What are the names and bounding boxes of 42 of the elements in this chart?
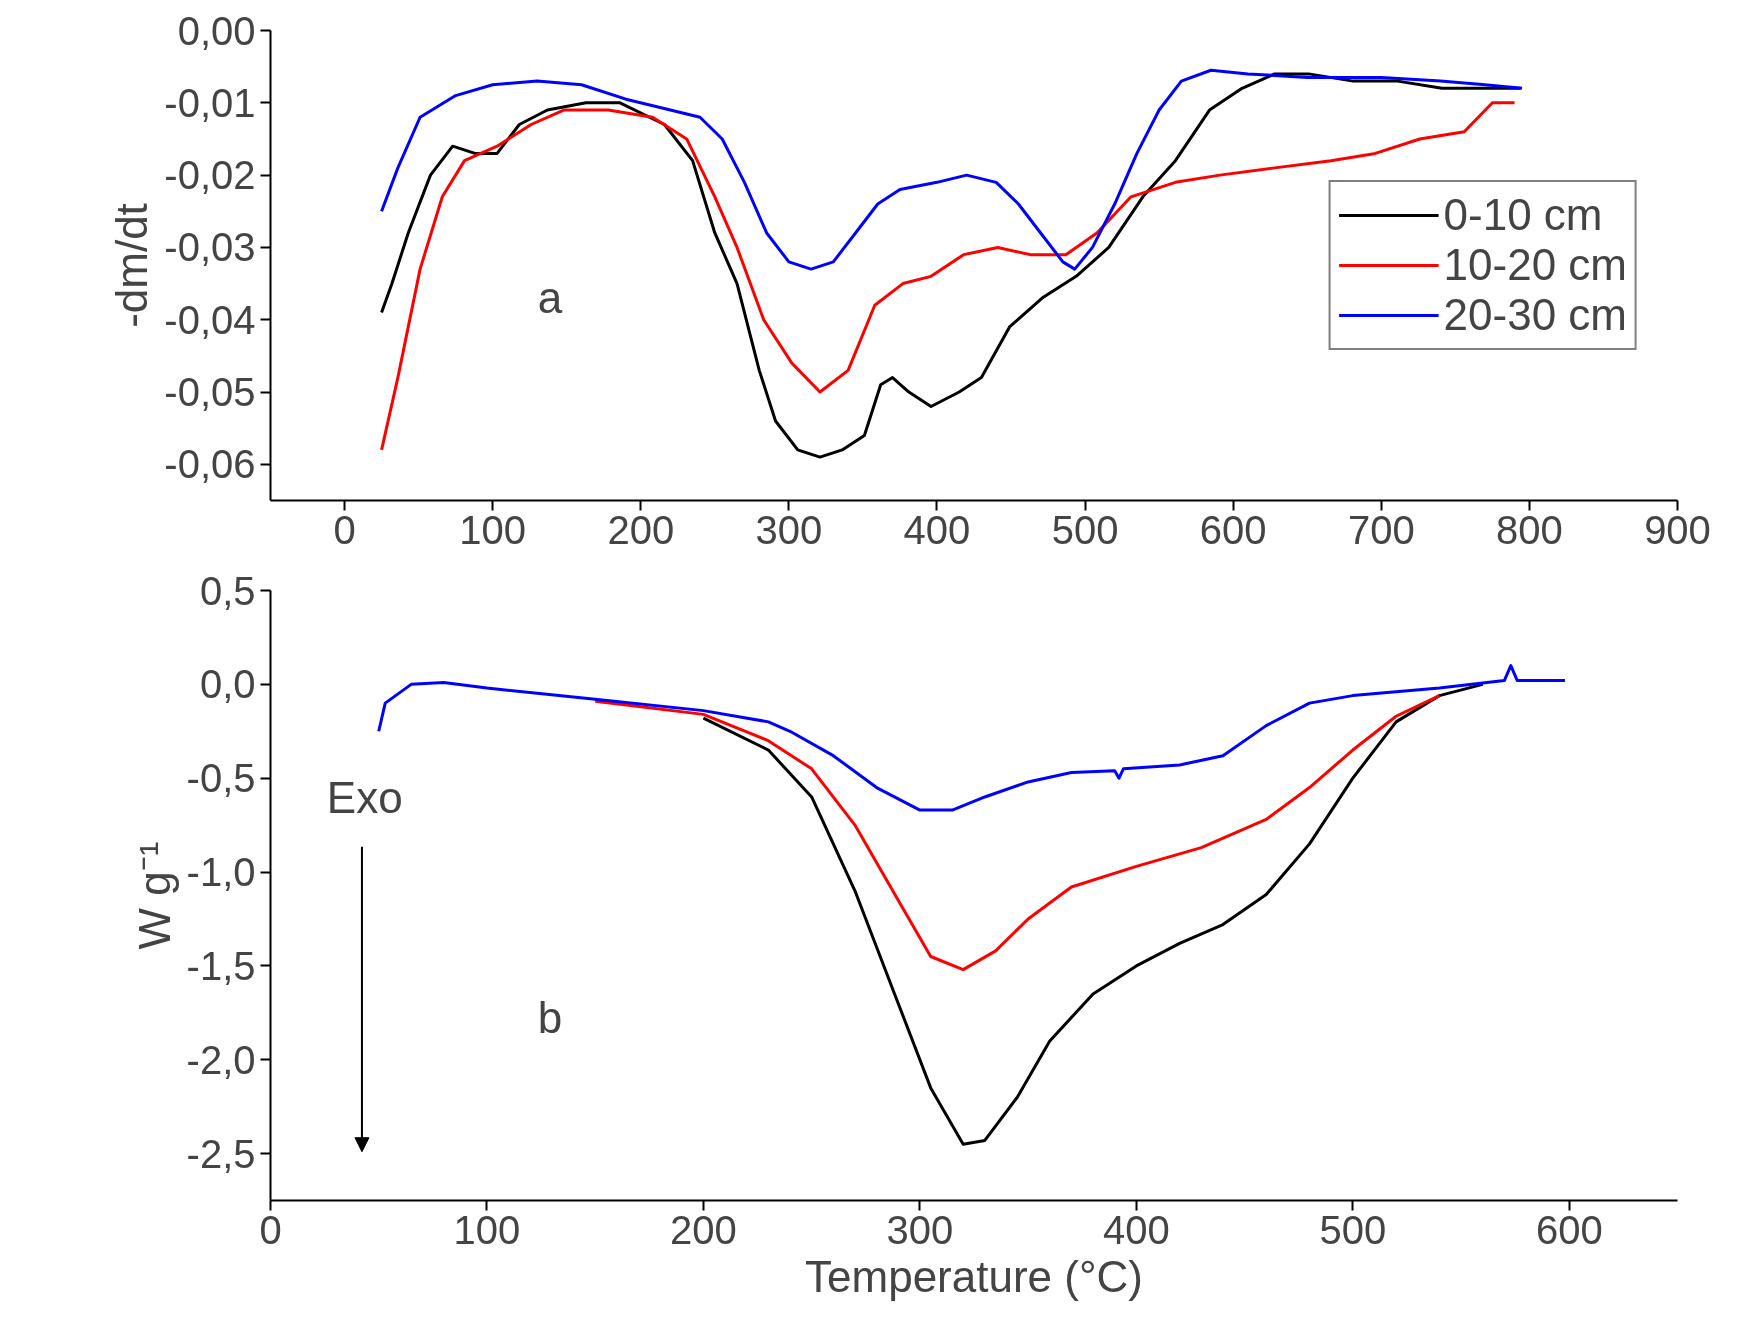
x-tick-label: 600 (1535, 1207, 1603, 1252)
x-tick-label: 900 (1644, 507, 1711, 552)
annotation: b (537, 992, 563, 1042)
y-tick-label: 0,0 (199, 662, 256, 707)
x-tick-label: 0 (259, 1207, 282, 1252)
x-axis-title: Temperature (°C) (805, 1251, 1143, 1301)
x-tick-label: 400 (1102, 1207, 1170, 1252)
y-tick-label: -2,0 (186, 1037, 256, 1082)
legend-label: 10-20 cm (1443, 240, 1627, 290)
y-tick-label: -2,5 (186, 1131, 256, 1176)
line-series (701, 682, 1485, 1146)
y-tick-label: -1,5 (186, 943, 256, 988)
y-axis-title: -dm/dt (107, 203, 157, 328)
x-tick-label: 600 (1199, 507, 1267, 552)
y-tick-label: -0,04 (164, 297, 256, 342)
x-tick-label: 100 (453, 1207, 521, 1252)
x-tick-label: 500 (1051, 507, 1119, 552)
x-tick-label: 200 (607, 507, 675, 552)
x-tick-label: 700 (1347, 507, 1415, 552)
y-tick-label: -0,02 (164, 153, 256, 198)
annotation: Exo (326, 773, 403, 823)
x-tick-label: 300 (755, 507, 823, 552)
x-tick-label: 400 (903, 507, 971, 552)
y-tick-label: -1,0 (186, 850, 256, 895)
y-tick-label: -0,06 (164, 442, 256, 487)
x-tick-label: 300 (886, 1207, 954, 1252)
x-tick-label: 500 (1319, 1207, 1387, 1252)
x-tick-label: 200 (670, 1207, 737, 1252)
y-tick-label: -0,01 (164, 80, 256, 125)
legend-label: 20-30 cm (1443, 290, 1627, 340)
x-tick-label: 100 (459, 507, 527, 552)
y-tick-label: -0,05 (164, 370, 256, 415)
y-tick-label: 0,5 (199, 568, 256, 613)
y-tick-label: -0,5 (186, 756, 256, 801)
y-tick-label: 0,00 (177, 8, 256, 53)
legend-label: 0-10 cm (1443, 190, 1603, 240)
line-series (593, 694, 1441, 972)
x-tick-label: 0 (333, 507, 356, 552)
x-tick-label: 800 (1496, 507, 1563, 552)
y-tick-label: -0,03 (164, 225, 256, 270)
annotation: a (537, 272, 563, 322)
y-axis-title: W g⁻¹ (129, 841, 179, 950)
